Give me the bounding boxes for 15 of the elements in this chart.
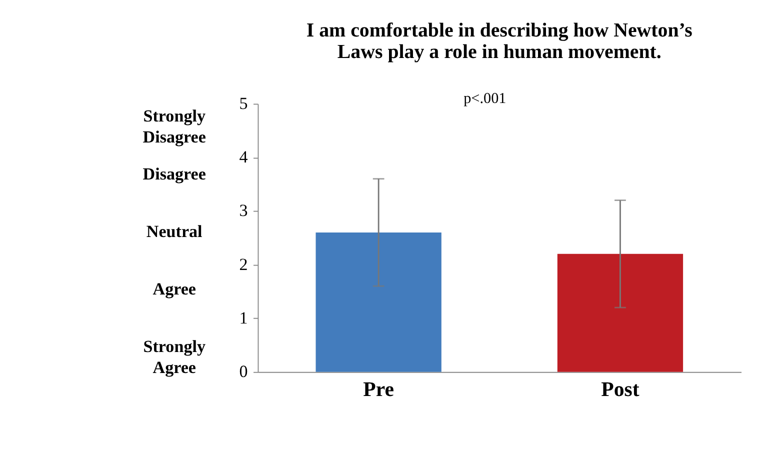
- text: Strongly Disagree: [142, 106, 206, 147]
- text: Disagree: [142, 164, 206, 184]
- y-tick-label: 1: [239, 308, 248, 328]
- y-tick-label: 2: [239, 254, 248, 274]
- x-tick-label: Pre: [363, 377, 394, 402]
- y-tick-label: 4: [239, 148, 248, 167]
- chart-title: I am comfortable in describing how Newton’s Laws play a role in human movement.: [306, 19, 693, 64]
- y-tick-label: 0: [239, 362, 248, 382]
- y-tick-label: 3: [239, 201, 248, 220]
- x-tick-label: Post: [601, 377, 640, 402]
- annotation: p<.001: [464, 90, 506, 107]
- text: Strongly Agree: [143, 337, 206, 377]
- y-tick-label: 5: [239, 94, 248, 113]
- text: Agree: [152, 279, 196, 298]
- text: Neutral: [146, 222, 203, 241]
